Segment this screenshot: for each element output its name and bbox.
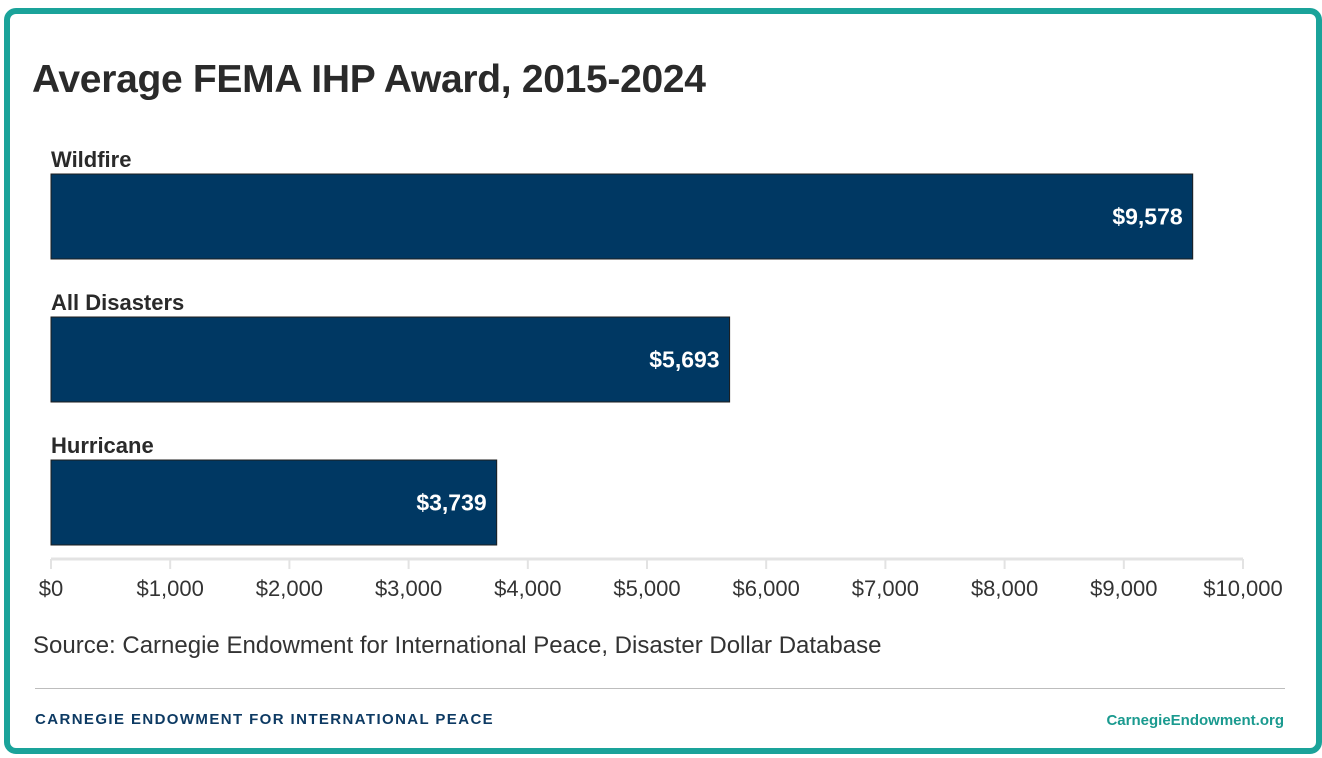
data-label-wildfire: $9,578: [1112, 204, 1183, 230]
chart-title: Average FEMA IHP Award, 2015-2024: [32, 58, 706, 101]
x-tick-label: $1,000: [137, 576, 204, 601]
x-tick-label: $7,000: [852, 576, 919, 601]
bar-all-disasters: [50, 316, 731, 403]
x-tick-label: $0: [39, 576, 63, 601]
data-label-all-disasters: $5,693: [649, 347, 719, 373]
website-link[interactable]: CarnegieEndowment.org: [1106, 712, 1284, 729]
bar-chart: Wildfire $9,578 All Disasters $5,693 Hurrica…: [39, 147, 1283, 601]
data-label-hurricane: $3,739: [416, 490, 486, 516]
x-tick-label: $6,000: [733, 576, 800, 601]
footer-divider: [35, 688, 1285, 689]
x-tick-label: $8,000: [971, 576, 1038, 601]
bar-hurricane: [50, 459, 498, 546]
x-tick-label: $10,000: [1203, 576, 1283, 601]
x-tick-label: $2,000: [256, 576, 323, 601]
category-label-wildfire: Wildfire: [51, 147, 131, 172]
x-tick-label: $3,000: [375, 576, 442, 601]
organization-name: CARNEGIE ENDOWMENT FOR INTERNATIONAL PEA…: [35, 711, 495, 728]
x-tick-label: $5,000: [613, 576, 680, 601]
category-label-hurricane: Hurricane: [51, 433, 154, 458]
x-tick-label: $9,000: [1090, 576, 1157, 601]
bar-wildfire: [50, 173, 1194, 260]
source-note: Source: Carnegie Endowment for Internati…: [33, 632, 882, 659]
category-label-all-disasters: All Disasters: [51, 290, 184, 315]
x-tick-label: $4,000: [494, 576, 561, 601]
